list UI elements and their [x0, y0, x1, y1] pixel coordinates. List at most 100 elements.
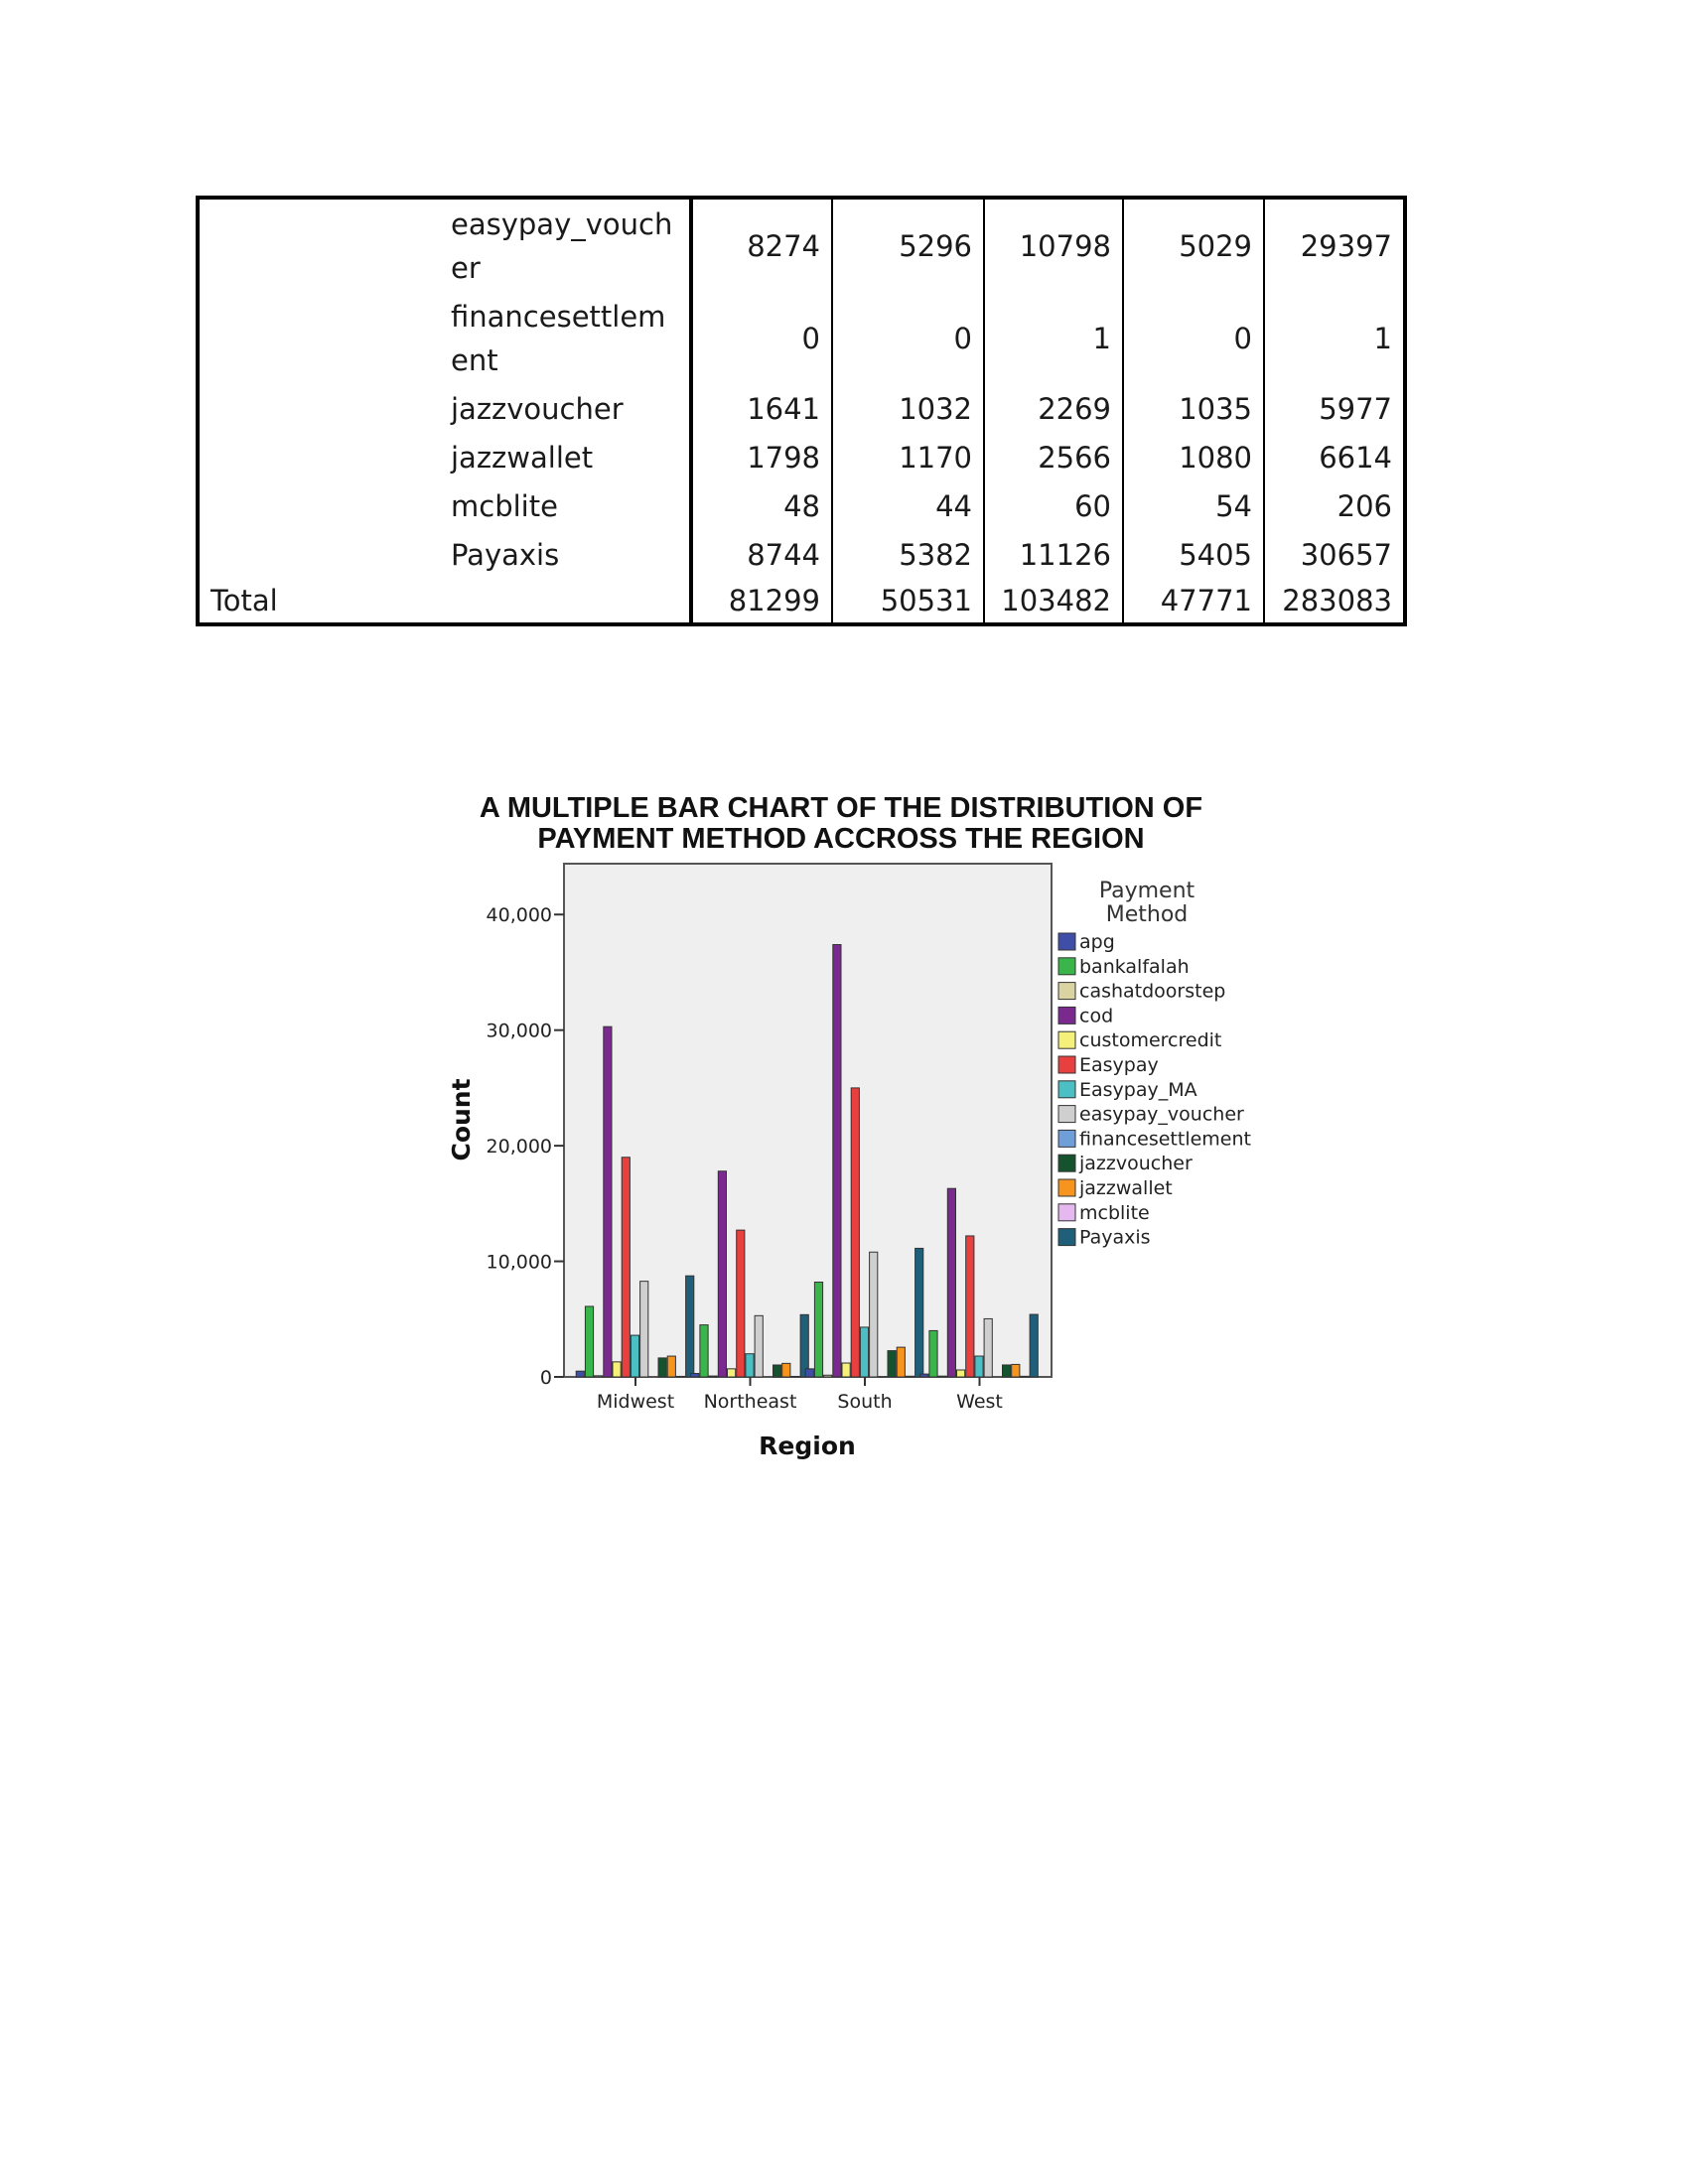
bar — [965, 1235, 975, 1378]
x-axis: Midwest Northeast South West — [597, 1377, 1003, 1413]
cell: 1798 — [689, 433, 832, 481]
row-label-text: financesettlement — [451, 299, 666, 377]
bar — [804, 1368, 814, 1378]
cell: 5977 — [1263, 384, 1407, 433]
bar — [666, 1355, 676, 1378]
bar — [736, 1229, 746, 1378]
cell: 5405 — [1122, 530, 1264, 579]
bar — [937, 1375, 947, 1378]
bar — [823, 1374, 833, 1378]
cell: 10798 — [983, 198, 1123, 292]
legend-label: apg — [1079, 931, 1115, 953]
cell: 48 — [689, 481, 832, 530]
table-row: easypay_voucher 8274 5296 10798 5029 293… — [196, 198, 1407, 292]
crosstab-table: easypay_voucher 8274 5296 10798 5029 293… — [196, 196, 1407, 626]
row-group-cell — [196, 384, 441, 433]
legend-swatch — [1057, 1178, 1076, 1197]
bar — [905, 1375, 915, 1378]
bar — [612, 1361, 622, 1378]
y-axis: 0 10,000 20,000 30,000 40,000 — [487, 904, 564, 1389]
bar — [887, 1350, 897, 1378]
legend-swatch — [1057, 1129, 1076, 1148]
cell: 54 — [1122, 481, 1264, 530]
bar — [928, 1329, 938, 1378]
bar — [727, 1368, 737, 1378]
cell: 1641 — [689, 384, 832, 433]
y-tick-label: 0 — [540, 1367, 552, 1389]
x-tick-label: Midwest — [597, 1391, 674, 1413]
bar — [781, 1362, 791, 1378]
table-row: financesettlement 0 0 1 0 1 — [196, 292, 1407, 384]
bar — [983, 1317, 993, 1378]
cell: 2566 — [983, 433, 1123, 481]
legend-swatch — [1057, 1154, 1076, 1172]
legend-swatch — [1057, 1006, 1076, 1024]
row-group-cell — [196, 481, 441, 530]
table-row: jazzwallet 1798 1170 2566 1080 6614 — [196, 433, 1407, 481]
legend-swatch — [1057, 1055, 1076, 1074]
table-row: mcblite 48 44 60 54 206 — [196, 481, 1407, 530]
total-cell: 283083 — [1263, 579, 1407, 624]
row-group-cell — [196, 530, 441, 579]
bar — [946, 1187, 956, 1378]
legend-label: financesettlement — [1079, 1128, 1251, 1150]
bar — [813, 1282, 824, 1378]
row-group-cell — [196, 433, 441, 481]
bar — [1011, 1363, 1021, 1378]
row-label-jazzwallet: jazzwallet — [451, 440, 594, 475]
bar — [1002, 1364, 1012, 1378]
bar — [594, 1375, 604, 1378]
cell: 1080 — [1122, 433, 1264, 481]
bar — [690, 1373, 700, 1378]
legend-label: Payaxis — [1079, 1227, 1151, 1249]
legend-label: cod — [1079, 1005, 1113, 1026]
legend-label: customercredit — [1079, 1029, 1221, 1051]
cell: 30657 — [1263, 530, 1407, 579]
bar — [841, 1362, 851, 1378]
cell: 1032 — [831, 384, 984, 433]
row-label-mcblite: mcblite — [451, 488, 558, 523]
bar — [575, 1370, 585, 1378]
bar — [790, 1375, 800, 1378]
bar — [657, 1357, 667, 1378]
bar — [919, 1373, 929, 1378]
plot-area — [563, 863, 1053, 1378]
legend-title-line-2: Method — [1106, 902, 1189, 927]
cell: 0 — [831, 292, 984, 384]
row-group-cell — [196, 198, 441, 292]
cell: 44 — [831, 481, 984, 530]
total-cell: 81299 — [689, 579, 832, 624]
x-axis-title: Region — [759, 1432, 856, 1460]
row-label-financesettlement: financesettlement — [441, 292, 691, 384]
row-label-jazzvoucher: jazzvoucher — [451, 391, 624, 426]
row-label-easypay-voucher: easypay_voucher — [441, 198, 691, 292]
bar — [699, 1324, 709, 1378]
cell: 8744 — [689, 530, 832, 579]
bar — [630, 1334, 640, 1378]
y-tick-label: 30,000 — [487, 1021, 552, 1042]
y-tick-label: 10,000 — [487, 1252, 552, 1274]
total-label: Total — [196, 579, 691, 624]
legend-label: easypay_voucher — [1079, 1104, 1244, 1126]
total-row: Total 81299 50531 103482 47771 283083 — [196, 579, 1407, 624]
bar — [708, 1375, 718, 1378]
total-cell: 50531 — [831, 579, 984, 624]
legend-label: mcblite — [1079, 1202, 1150, 1224]
bar — [675, 1375, 686, 1378]
chart-title-line-1: A MULTIPLE BAR CHART OF THE DISTRIBUTION… — [480, 792, 1202, 824]
legend-swatch — [1057, 1030, 1076, 1049]
y-axis-title: Count — [447, 1078, 476, 1160]
cell: 1035 — [1122, 384, 1264, 433]
legend-label: Easypay — [1079, 1054, 1159, 1076]
legend-label: jazzwallet — [1078, 1177, 1173, 1199]
cell: 1 — [983, 292, 1123, 384]
legend-swatch — [1057, 957, 1076, 976]
y-tick-label: 40,000 — [487, 904, 552, 926]
bar — [745, 1353, 755, 1378]
cell: 0 — [689, 292, 832, 384]
bar — [859, 1326, 870, 1378]
row-label-text: easypay_voucher — [451, 206, 673, 285]
cell: 29397 — [1263, 198, 1407, 292]
legend-swatch — [1057, 1105, 1076, 1124]
